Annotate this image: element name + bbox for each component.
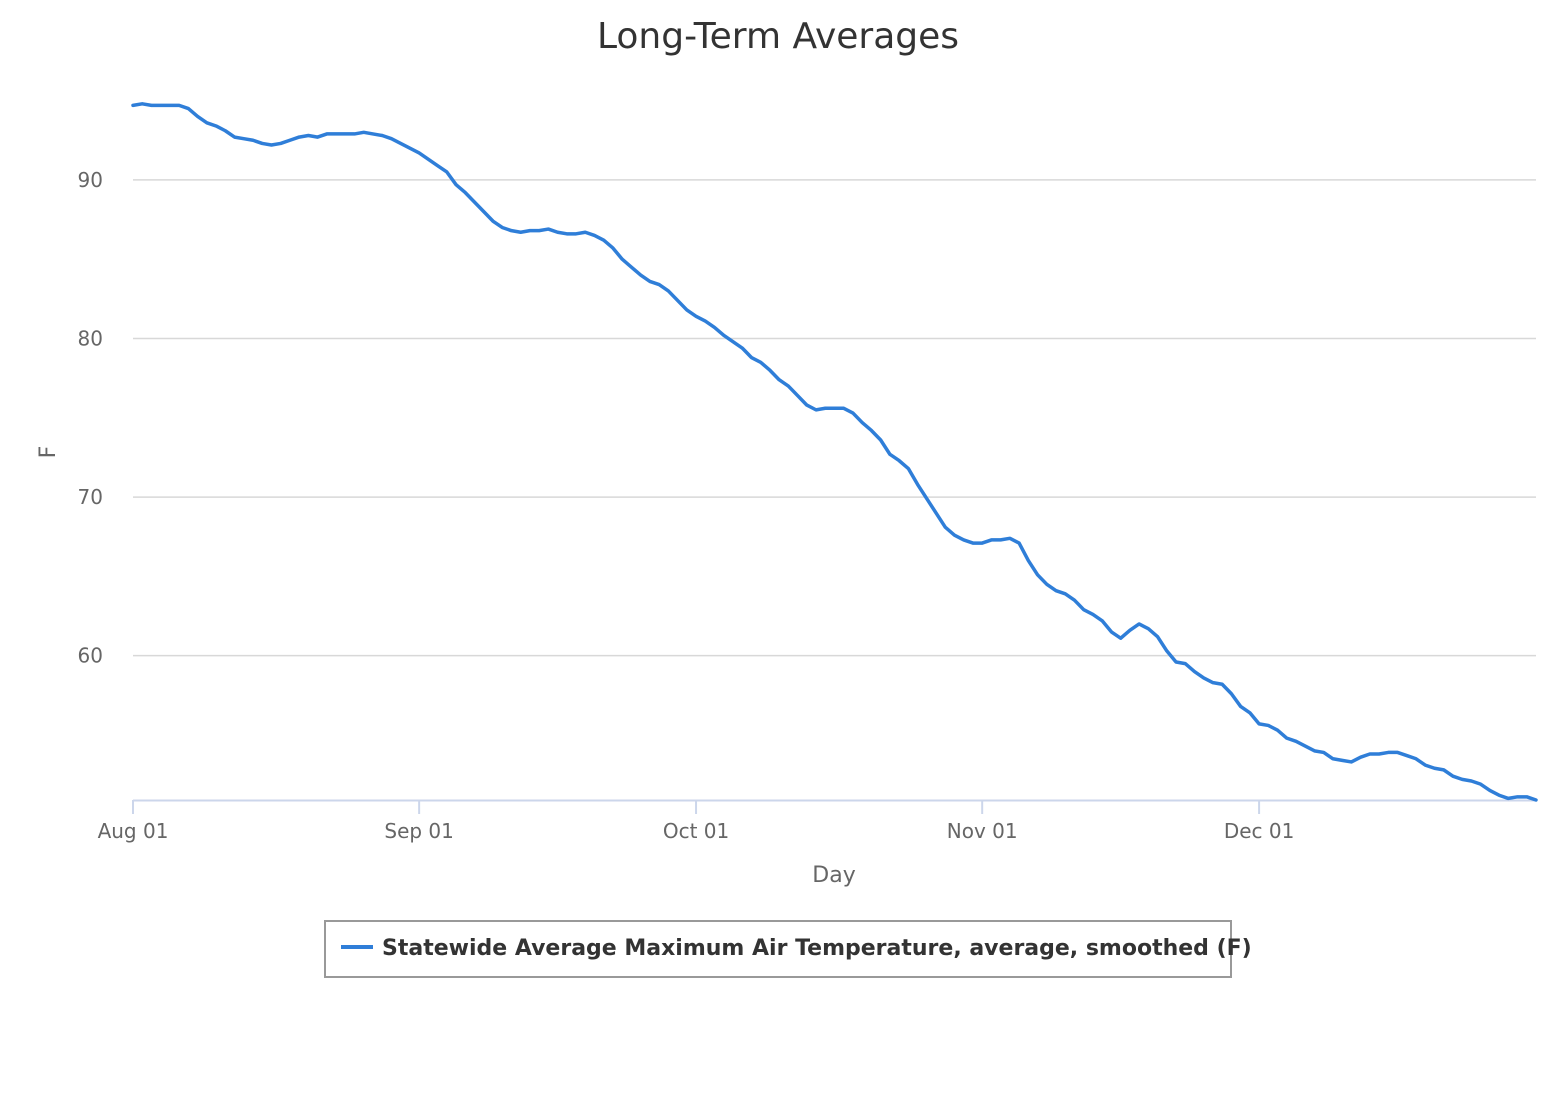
legend-series-label[interactable]: Statewide Average Maximum Air Temperatur…	[382, 936, 1252, 961]
x-tick-label: Aug 01	[98, 819, 169, 843]
series-layer	[131, 102, 1538, 802]
x-tick-label: Dec 01	[1224, 819, 1295, 843]
x-tick-label: Nov 01	[947, 819, 1018, 843]
x-axis-title: Day	[812, 863, 855, 888]
x-tick-label: Sep 01	[384, 819, 454, 843]
x-tick-label: Oct 01	[663, 819, 729, 843]
legend-box	[324, 920, 1232, 978]
y-axis-title: F	[36, 446, 61, 459]
x-axis-tick-labels: Aug 01 Sep 01 Oct 01 Nov 01 Dec 01	[98, 819, 1295, 843]
series-line[interactable]	[131, 102, 1538, 802]
legend[interactable]: Statewide Average Maximum Air Temperatur…	[324, 920, 1252, 978]
gridlines	[133, 179, 1536, 657]
y-tick-label: 70	[78, 485, 103, 509]
y-tick-label: 90	[78, 168, 103, 192]
y-tick-label: 80	[78, 327, 103, 351]
y-tick-label: 60	[78, 644, 103, 668]
x-axis	[132, 799, 1536, 814]
y-axis-tick-labels: 60 70 80 90	[78, 168, 103, 668]
chart-title: Long-Term Averages	[597, 16, 959, 57]
